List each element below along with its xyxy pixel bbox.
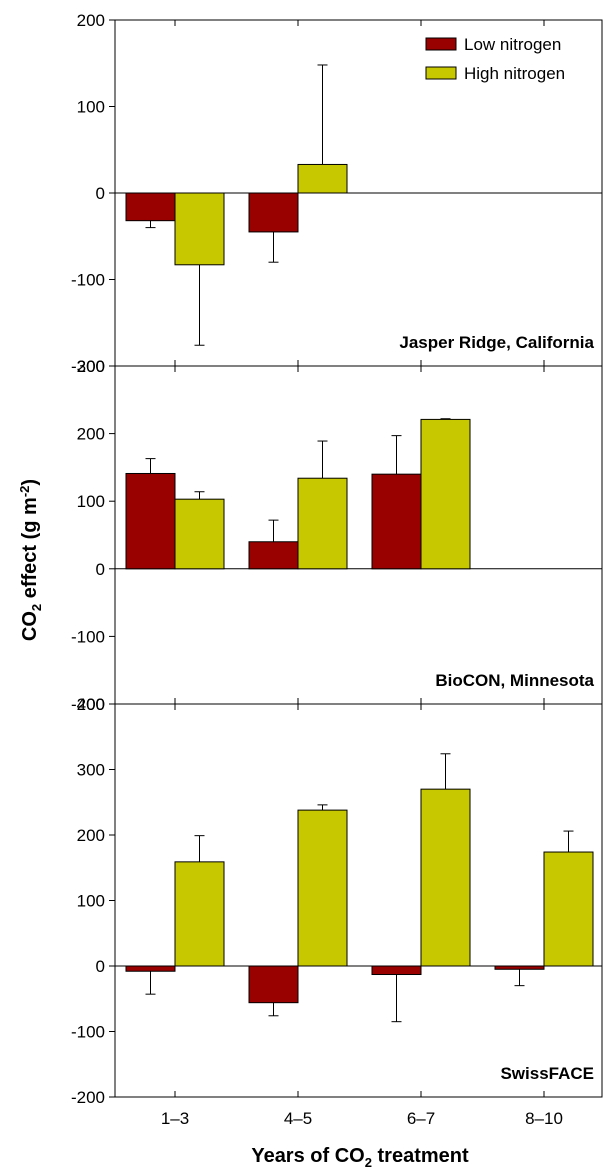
bar-high-nitrogen [297,163,348,194]
bar-high-nitrogen [174,192,225,266]
bar-high-nitrogen [420,418,471,570]
y-axis-title-main: CO [19,611,41,641]
y-tick-label: 0 [96,184,105,203]
bar-low-nitrogen [125,472,176,570]
panel-title: BioCON, Minnesota [435,671,594,690]
x-tick-label: 1–3 [161,1109,189,1128]
y-tick-label: 200 [77,826,105,845]
bar-low-nitrogen [494,965,545,970]
chart-panels: 200 100 0 -100 -200 Jasper Ridge, California 3… [71,11,603,1128]
panel-3: 400 300 200 100 0 -100 -200 SwissFACE [71,695,603,1107]
bar-high-nitrogen [174,861,225,967]
y-axis-title-rest: effect (g m [19,497,41,604]
y-axis-title-close: ) [19,479,41,486]
bar-high-nitrogen [543,851,594,967]
y-tick-label: -200 [71,357,105,376]
legend: Low nitrogen High nitrogen [425,35,565,83]
x-tick-label: 4–5 [284,1109,312,1128]
y-tick-label: -100 [71,627,105,646]
y-axis-title-superscript: -2 [17,486,32,498]
y-tick-label: 100 [77,892,105,911]
panel-1: 200 100 0 -100 -200 Jasper Ridge, California [71,11,603,376]
y-tick-label: 100 [77,98,105,117]
legend-swatch-low-nitrogen [425,37,457,51]
y-tick-label: -200 [71,695,105,714]
y-tick-label: 300 [77,357,105,376]
y-tick-label: -100 [71,271,105,290]
bar-high-nitrogen [297,809,348,967]
y-tick-label: 200 [77,425,105,444]
x-axis-title-rest: treatment [372,1145,469,1167]
x-axis-title-main: Years of CO [251,1145,364,1167]
bar-high-nitrogen [174,498,225,570]
y-tick-label: -200 [71,1088,105,1107]
bar-low-nitrogen [248,192,299,233]
y-axis-title: CO2 effect (g m-2) [17,479,44,641]
panel-2: 300 200 100 0 -100 -200 BioCON, Minnesota [71,357,603,714]
legend-label-high-nitrogen: High nitrogen [464,64,565,83]
y-tick-label: 200 [77,11,105,30]
x-axis-title-subscript: 2 [365,1155,372,1170]
bar-high-nitrogen [420,788,471,967]
bar-high-nitrogen [297,477,348,570]
bar-low-nitrogen [248,541,299,570]
y-tick-label: -100 [71,1023,105,1042]
bar-low-nitrogen [248,965,299,1004]
legend-label-low-nitrogen: Low nitrogen [464,35,561,54]
x-tick-label: 6–7 [407,1109,435,1128]
bar-low-nitrogen [125,965,176,972]
y-axis-title-subscript: 2 [29,604,44,611]
bar-low-nitrogen [371,965,422,976]
x-tick-label: 8–10 [525,1109,563,1128]
y-tick-label: 0 [96,957,105,976]
y-tick-label: 100 [77,492,105,511]
y-tick-label: 0 [96,560,105,579]
x-axis-title: Years of CO2 treatment [251,1145,469,1170]
y-tick-label: 400 [77,695,105,714]
panel-title: Jasper Ridge, California [399,333,594,352]
bar-low-nitrogen [125,192,176,222]
y-tick-label: 300 [77,761,105,780]
panel-title: SwissFACE [500,1064,594,1083]
bar-low-nitrogen [371,473,422,570]
legend-swatch-high-nitrogen [425,66,457,80]
